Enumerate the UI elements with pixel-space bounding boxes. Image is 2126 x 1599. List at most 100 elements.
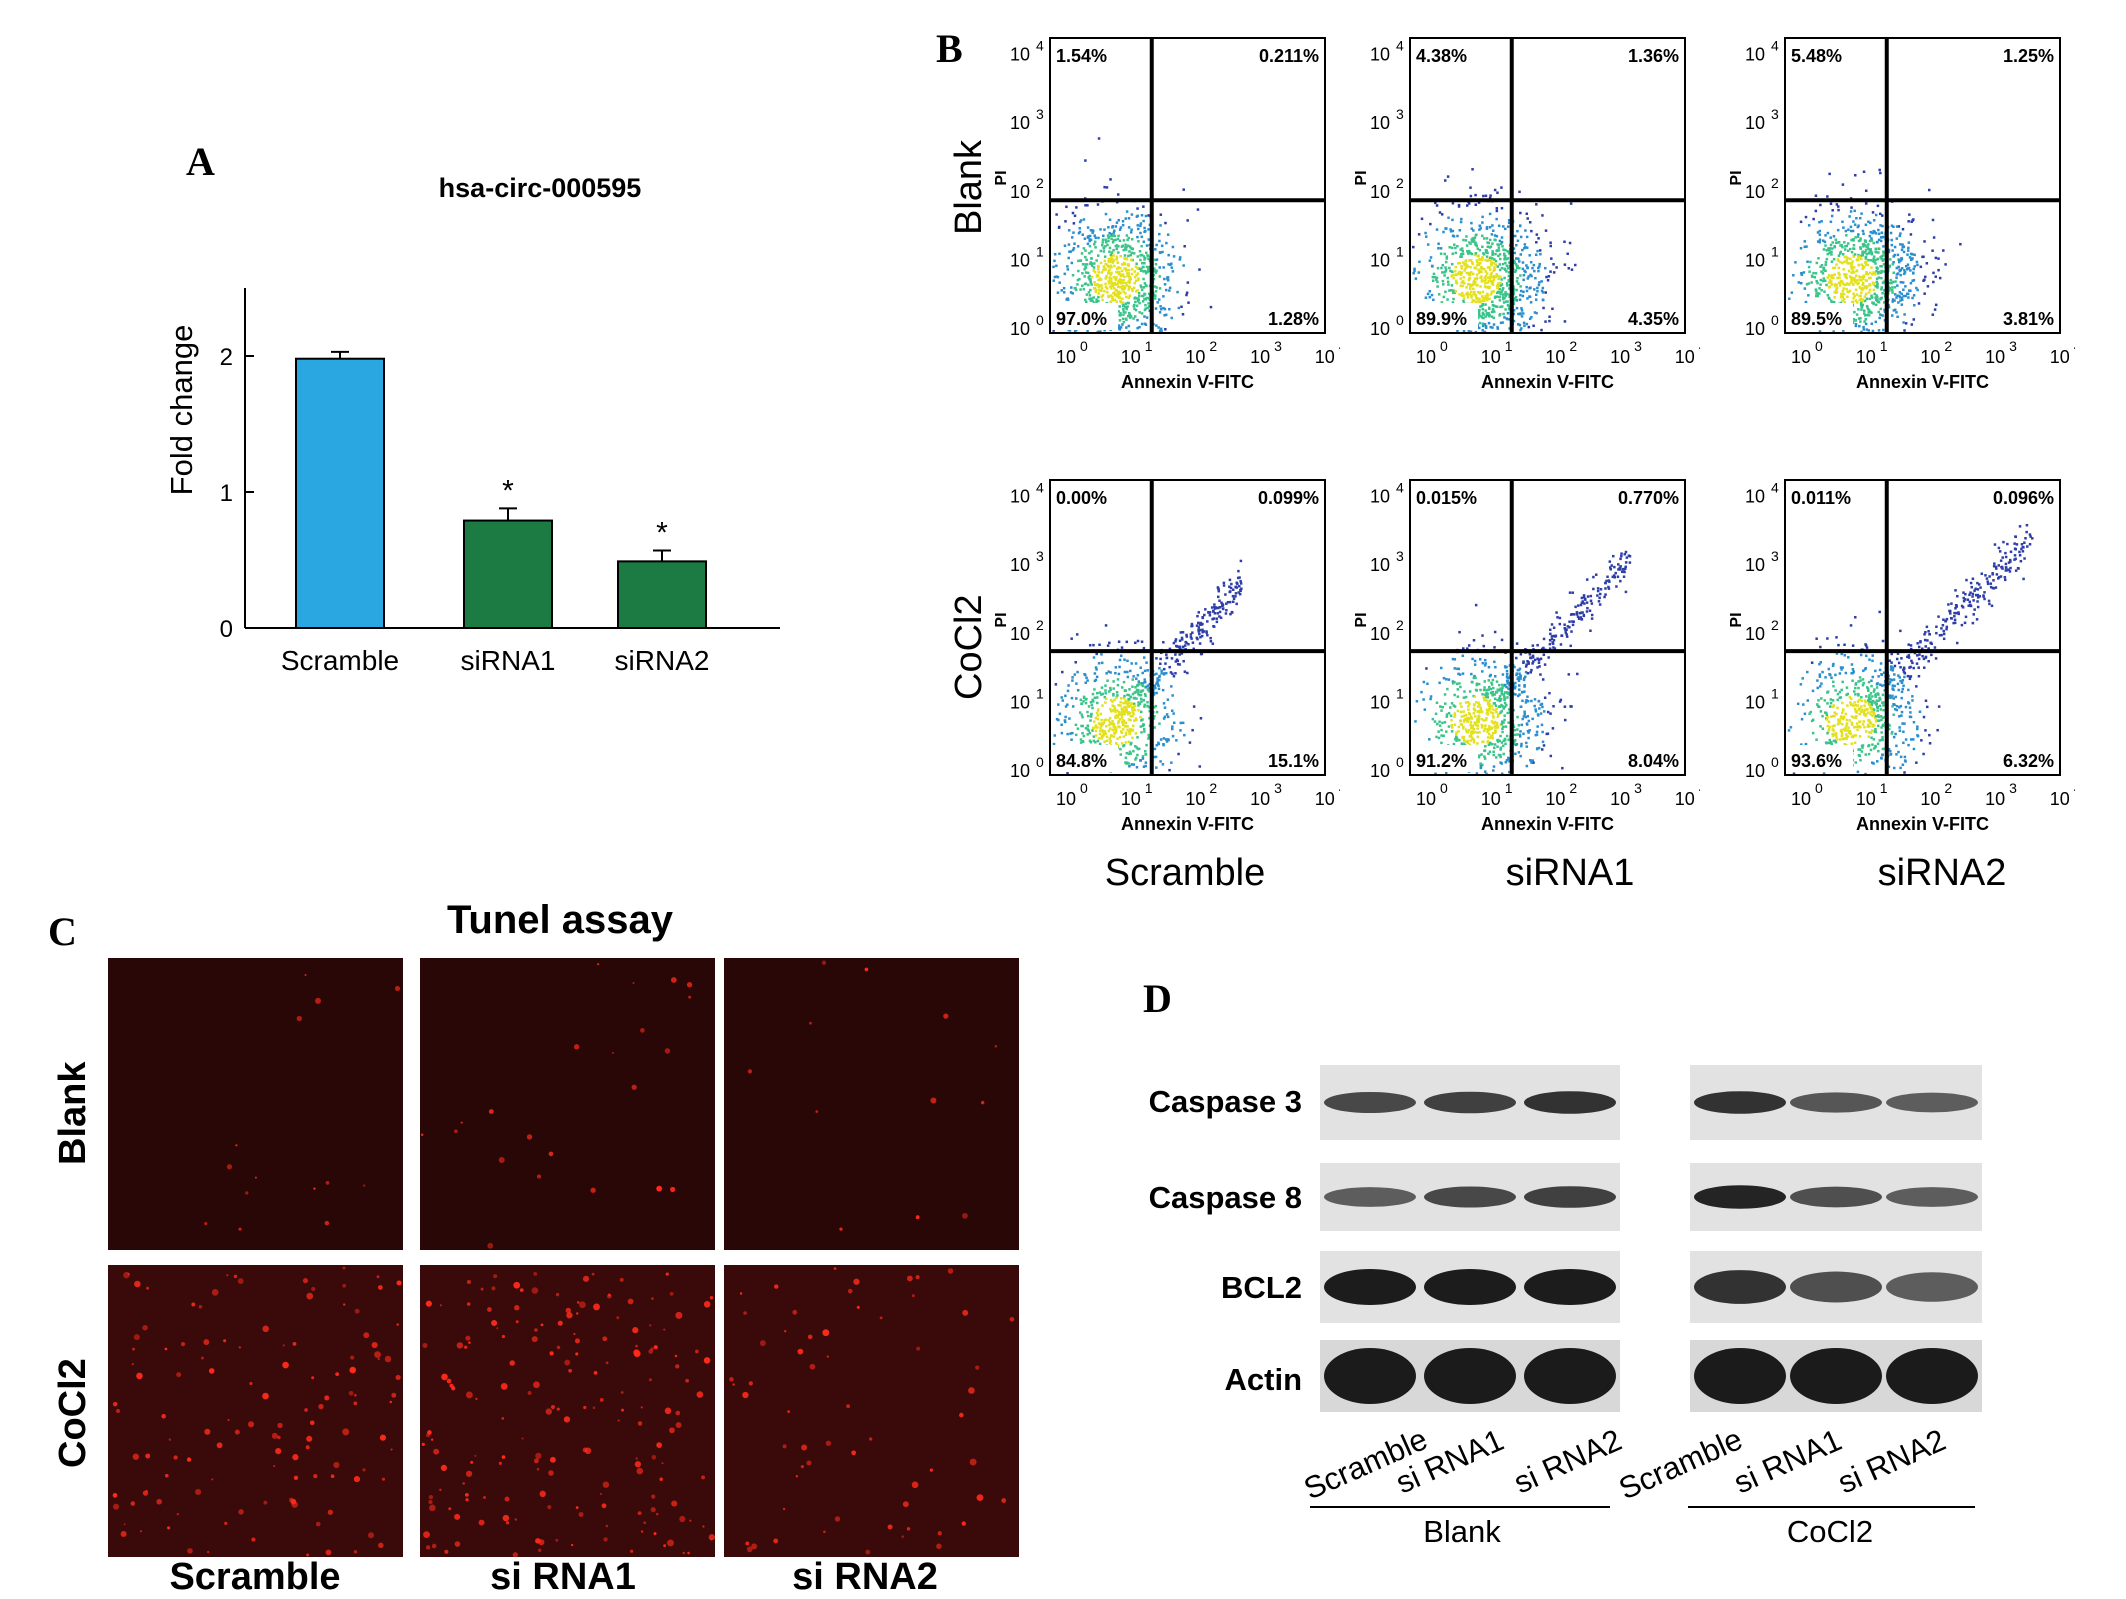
flow-event-dot: [1869, 277, 1872, 280]
flow-event-dot: [1516, 672, 1519, 675]
flow-event-dot: [1118, 711, 1121, 714]
flow-event-dot: [1475, 234, 1478, 237]
flow-event-dot: [1180, 631, 1183, 634]
flow-event-dot: [1494, 666, 1497, 669]
flow-event-dot: [1087, 284, 1090, 287]
flow-x-tick-label: 10: [1121, 789, 1141, 809]
flow-event-dot: [1094, 284, 1097, 287]
flow-event-dot: [1097, 274, 1100, 277]
flow-event-dot: [1492, 229, 1495, 232]
flow-event-dot: [1876, 760, 1879, 763]
flow-event-dot: [1108, 235, 1111, 238]
flow-event-dot: [1450, 719, 1453, 722]
flow-event-dot: [1869, 248, 1872, 251]
flow-event-dot: [1926, 706, 1929, 709]
flow-y-tick-label: 10: [1010, 555, 1030, 575]
flow-event-dot: [1457, 688, 1460, 691]
flow-event-dot: [1843, 654, 1846, 657]
flow-event-dot: [1159, 658, 1162, 661]
flow-event-dot: [1552, 727, 1555, 730]
flow-event-dot: [1476, 261, 1479, 264]
flow-event-dot: [1878, 239, 1881, 242]
flow-event-dot: [1091, 704, 1094, 707]
flow-event-dot: [1864, 318, 1867, 321]
flow-event-dot: [1519, 212, 1522, 215]
flow-event-dot: [1503, 277, 1506, 280]
flow-event-dot: [1852, 644, 1855, 647]
flow-event-dot: [1474, 721, 1477, 724]
flow-event-dot: [1823, 277, 1826, 280]
flow-event-dot: [1215, 607, 1218, 610]
flow-event-dot: [1115, 225, 1118, 228]
flow-x-tick-exponent: 4: [1699, 780, 1700, 796]
flow-event-dot: [1516, 299, 1519, 302]
flow-event-dot: [1490, 727, 1493, 730]
flow-event-dot: [1895, 311, 1898, 314]
flow-event-dot: [1503, 696, 1506, 699]
flow-event-dot: [1521, 691, 1524, 694]
flow-event-dot: [1868, 753, 1871, 756]
flow-event-dot: [1120, 697, 1123, 700]
flow-event-dot: [1473, 293, 1476, 296]
flow-event-dot: [1928, 189, 1931, 192]
flow-event-dot: [1472, 725, 1475, 728]
flow-event-dot: [1079, 221, 1082, 224]
flow-event-dot: [1439, 211, 1442, 214]
flow-event-dot: [1136, 746, 1139, 749]
flow-event-dot: [1184, 641, 1187, 644]
flow-event-dot: [1567, 625, 1570, 628]
flow-event-dot: [1209, 614, 1212, 617]
flow-event-dot: [1122, 249, 1125, 252]
flow-event-dot: [1440, 667, 1443, 670]
flow-event-dot: [1217, 596, 1220, 599]
flow-event-dot: [1116, 256, 1119, 259]
flow-event-dot: [1125, 741, 1128, 744]
flow-event-dot: [1506, 712, 1509, 715]
flow-event-dot: [1121, 270, 1124, 273]
flow-event-dot: [1451, 730, 1454, 733]
flow-event-dot: [1141, 236, 1144, 239]
flow-event-dot: [1849, 248, 1852, 251]
flow-x-tick-label: 10: [1121, 347, 1141, 367]
flow-event-dot: [1462, 672, 1465, 675]
flow-event-dot: [1479, 224, 1482, 227]
flow-event-dot: [1168, 666, 1171, 669]
flow-event-dot: [1119, 319, 1122, 322]
flow-event-dot: [1486, 730, 1489, 733]
flow-event-dot: [1536, 725, 1539, 728]
flow-event-dot: [1485, 325, 1488, 328]
flow-event-dot: [1497, 291, 1500, 294]
flow-event-dot: [1180, 722, 1183, 725]
flow-event-dot: [1522, 291, 1525, 294]
flow-event-dot: [1440, 729, 1443, 732]
flow-event-dot: [1876, 277, 1879, 280]
flow-event-dot: [1124, 263, 1127, 266]
flow-event-dot: [1462, 655, 1465, 658]
flow-event-dot: [1832, 681, 1835, 684]
flow-event-dot: [1097, 300, 1100, 303]
flow-event-dot: [1503, 301, 1506, 304]
flow-event-dot: [1499, 756, 1502, 759]
flow-event-dot: [1504, 706, 1507, 709]
flow-event-dot: [2022, 578, 2025, 581]
flow-event-dot: [1871, 743, 1874, 746]
flow-event-dot: [1609, 560, 1612, 563]
flow-event-dot: [1819, 233, 1822, 236]
flow-event-dot: [1476, 284, 1479, 287]
flow-event-dot: [1154, 297, 1157, 300]
flow-event-dot: [1623, 575, 1626, 578]
flow-event-dot: [1479, 227, 1482, 230]
flow-event-dot: [1462, 726, 1465, 729]
flow-event-dot: [1571, 268, 1574, 271]
flow-event-dot: [1542, 287, 1545, 290]
flow-event-dot: [1820, 279, 1823, 282]
flow-event-dot: [1817, 231, 1820, 234]
flow-event-dot: [1491, 705, 1494, 708]
flow-event-dot: [1131, 715, 1134, 718]
flow-event-dot: [1547, 732, 1550, 735]
flow-event-dot: [1898, 295, 1901, 298]
flow-event-dot: [1524, 713, 1527, 716]
flow-event-dot: [1103, 741, 1106, 744]
flow-x-tick-label: 10: [1056, 347, 1076, 367]
flow-event-dot: [1147, 214, 1150, 217]
